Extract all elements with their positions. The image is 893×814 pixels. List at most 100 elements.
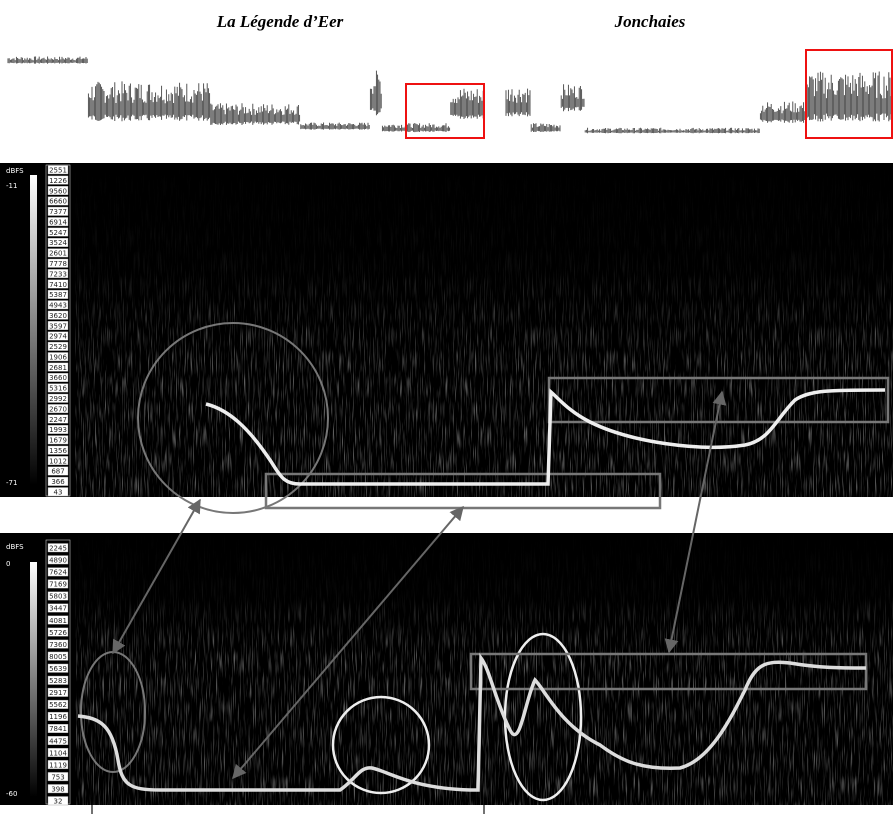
tick-cell (47, 196, 69, 206)
freq-label: 1226 (49, 177, 67, 185)
db-max: 0 (6, 560, 10, 568)
tick-cell (47, 760, 69, 770)
unit: dBFS (6, 543, 24, 551)
freq-label: 2670 (49, 405, 67, 413)
tick-cell (47, 675, 69, 685)
highlight-box (805, 49, 893, 139)
tick-cell (47, 476, 69, 486)
tick-cell (47, 555, 69, 565)
arrow (112, 498, 201, 655)
tick-cell (47, 248, 69, 258)
tick-cell (47, 393, 69, 403)
freq-label: 7377 (49, 208, 67, 216)
freq-label: 5247 (49, 229, 67, 237)
freq-label: 1012 (49, 457, 67, 465)
freq-label: 9560 (49, 187, 67, 195)
freq-label: 8005 (49, 653, 67, 661)
freq-label: 366 (51, 478, 65, 486)
tick-cell (47, 784, 69, 794)
freq-label: 4475 (49, 737, 67, 745)
tick-cell (47, 383, 69, 393)
freq-label: 5283 (49, 677, 67, 685)
tick-cell (47, 615, 69, 625)
freq-label: 2974 (49, 333, 67, 341)
freq-label: 3620 (49, 312, 67, 320)
tick-cell (47, 772, 69, 782)
annotation-box (469, 652, 868, 691)
freq-label: 3524 (49, 239, 67, 247)
tick-cell (47, 352, 69, 362)
freq-label: 7169 (49, 581, 67, 589)
freq-label: 687 (51, 468, 64, 476)
freq-label: 7233 (49, 270, 67, 278)
tick-cell (47, 699, 69, 709)
freq-label: 3660 (49, 374, 67, 382)
tick-cell (47, 724, 69, 733)
freq-label: 6660 (49, 198, 67, 206)
freq-label: 5387 (49, 291, 67, 299)
waveforms (7, 56, 892, 134)
tick-cell (47, 404, 69, 414)
tick-cell (47, 591, 69, 601)
tick-cell (47, 310, 69, 320)
tick-cell (47, 186, 69, 195)
freq-label: 5726 (49, 629, 67, 637)
freq-label: 1993 (49, 426, 67, 434)
tick-cell (47, 687, 69, 697)
freq-label: 753 (51, 773, 64, 781)
freq-label: 2992 (49, 395, 67, 403)
tick-cell (47, 289, 69, 299)
tick-cell (47, 639, 69, 649)
tick-cell (47, 603, 69, 613)
freq-label: 2247 (49, 416, 67, 424)
freq-label: 3447 (49, 605, 67, 613)
tick-cell (47, 238, 69, 247)
freq-label: 1196 (49, 713, 67, 721)
db-max: -11 (6, 182, 17, 190)
tick-cell (47, 796, 69, 806)
freq-label: 32 (54, 798, 63, 806)
freq-label: 1356 (49, 447, 67, 455)
freq-label: 4890 (49, 557, 67, 565)
freq-label: 1119 (49, 761, 67, 769)
tick-cell (47, 362, 69, 372)
tick-cell (47, 627, 69, 637)
colorbar (30, 562, 37, 797)
freq-label: 7841 (49, 725, 67, 733)
freq-label: 7410 (49, 281, 67, 289)
freq-label: 1906 (49, 353, 67, 361)
freq-label: 7360 (49, 641, 67, 649)
tick-cell (47, 651, 69, 661)
freq-label: 2601 (49, 250, 67, 258)
tick-cell (47, 258, 69, 268)
tick-cell (47, 579, 69, 589)
tick-cell (47, 711, 69, 721)
freq-label: 4081 (49, 617, 67, 625)
title: Jonchaies (614, 12, 686, 31)
highlight-box (405, 83, 485, 139)
tick-cell (47, 456, 69, 466)
tick-cell (47, 466, 69, 476)
tick-cell (47, 217, 69, 227)
spectrogram-shade (75, 533, 893, 653)
waveform (7, 56, 892, 134)
unit: dBFS (6, 167, 24, 175)
freq-label: 2917 (49, 689, 67, 697)
title: La Légende d’Eer (216, 12, 344, 31)
freq-label: 43 (54, 489, 63, 497)
freq-label: 2245 (49, 545, 67, 553)
tick-cell (47, 321, 69, 331)
tick-cell (47, 341, 69, 351)
tick-cell (47, 175, 69, 185)
trajectory (205, 388, 886, 486)
tick-cell (47, 736, 69, 745)
tick-cell (47, 487, 69, 497)
tick-cell (47, 663, 69, 673)
freq-label: 5803 (49, 593, 67, 601)
tick-cell (47, 206, 69, 216)
colorbar (30, 175, 37, 485)
freq-label: 2551 (49, 167, 67, 175)
tick-cell (47, 300, 69, 310)
freq-label: 3597 (49, 322, 67, 330)
